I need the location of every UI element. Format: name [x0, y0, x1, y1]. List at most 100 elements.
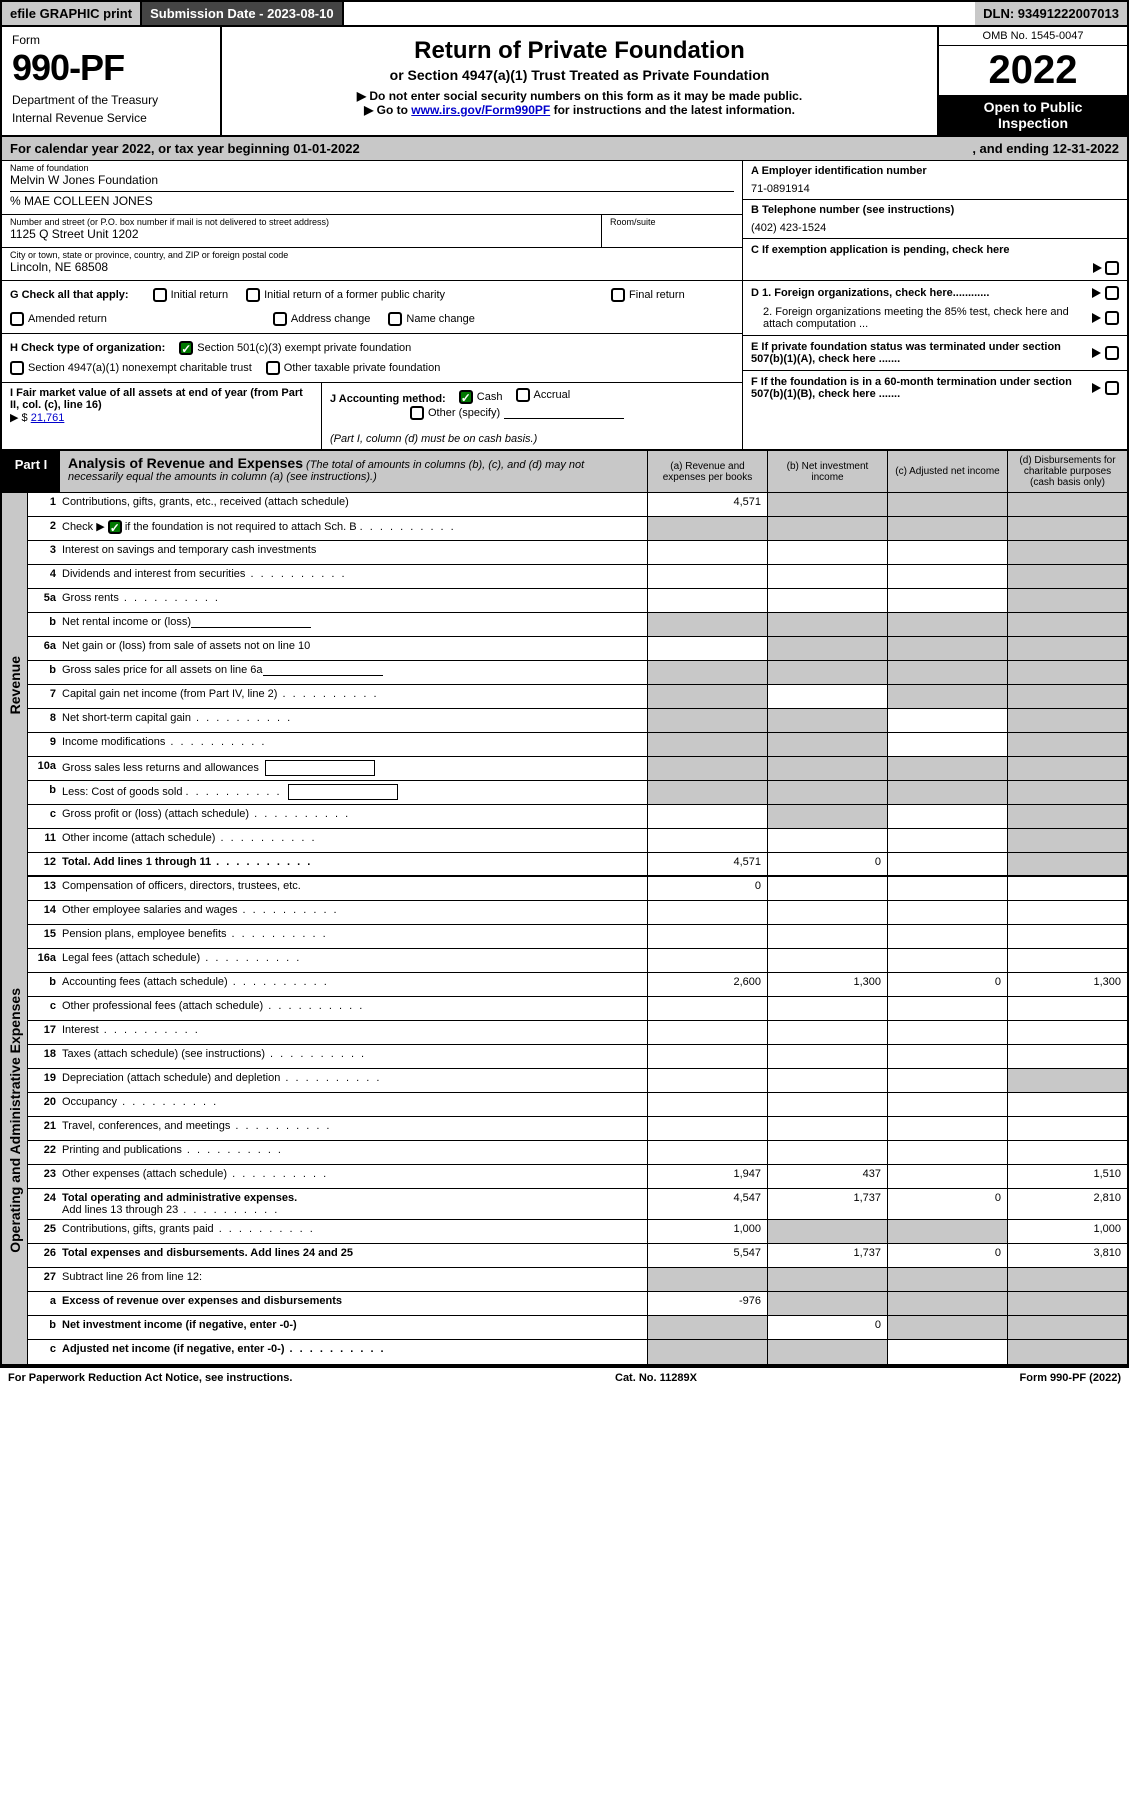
- l26-c: 0: [887, 1244, 1007, 1267]
- city-label: City or town, state or province, country…: [10, 250, 734, 260]
- i-prefix: ▶ $: [10, 412, 31, 424]
- l27b-b: 0: [767, 1316, 887, 1339]
- l22-a: [647, 1141, 767, 1164]
- care-of: % MAE COLLEEN JONES: [10, 191, 734, 208]
- l13-d: [1007, 877, 1127, 900]
- ij-row: I Fair market value of all assets at end…: [2, 382, 742, 449]
- l27a-d: [1007, 1292, 1127, 1315]
- l10a-desc: Gross sales less returns and allowances: [60, 757, 647, 780]
- j-cash-checkbox[interactable]: [459, 390, 473, 404]
- l2-checkbox[interactable]: [108, 520, 122, 534]
- l16b-c: 0: [887, 973, 1007, 996]
- ghij-left: G Check all that apply: Initial return I…: [2, 281, 742, 449]
- triangle-icon: [1092, 383, 1101, 393]
- line-10a: 10aGross sales less returns and allowanc…: [28, 757, 1127, 781]
- l3-d: [1007, 541, 1127, 564]
- l27-desc: Subtract line 26 from line 12:: [60, 1268, 647, 1291]
- line-14: 14Other employee salaries and wages: [28, 901, 1127, 925]
- l10b-c: [887, 781, 1007, 804]
- l25-desc: Contributions, gifts, grants paid: [60, 1220, 647, 1243]
- l9-d: [1007, 733, 1127, 756]
- l27b-desc: Net investment income (if negative, ente…: [60, 1316, 647, 1339]
- l10a-text: Gross sales less returns and allowances: [62, 762, 259, 774]
- l10b-b: [767, 781, 887, 804]
- g-initial-return-checkbox[interactable]: [153, 288, 167, 302]
- c-checkbox[interactable]: [1105, 261, 1119, 275]
- f-checkbox[interactable]: [1105, 381, 1119, 395]
- form-number: 990-PF: [12, 47, 210, 89]
- l10c-desc: Gross profit or (loss) (attach schedule): [60, 805, 647, 828]
- omb-number: OMB No. 1545-0047: [939, 27, 1127, 46]
- l12-a: 4,571: [647, 853, 767, 875]
- l13-c: [887, 877, 1007, 900]
- open-line1: Open to Public: [984, 99, 1083, 115]
- l27c-b: [767, 1340, 887, 1364]
- l12-d: [1007, 853, 1127, 875]
- l27c-d: [1007, 1340, 1127, 1364]
- fmv-value[interactable]: 21,761: [31, 412, 65, 424]
- h-501c3-checkbox[interactable]: [179, 341, 193, 355]
- revenue-body: 1Contributions, gifts, grants, etc., rec…: [28, 493, 1127, 877]
- l10c-d: [1007, 805, 1127, 828]
- l22-desc: Printing and publications: [60, 1141, 647, 1164]
- l5b-fill: [191, 616, 311, 628]
- l10a-b: [767, 757, 887, 780]
- j-other-checkbox[interactable]: [410, 406, 424, 420]
- g-final-return-checkbox[interactable]: [611, 288, 625, 302]
- l19-d: [1007, 1069, 1127, 1092]
- l16b-desc: Accounting fees (attach schedule): [60, 973, 647, 996]
- irs-link[interactable]: www.irs.gov/Form990PF: [411, 103, 550, 117]
- j-accrual: Accrual: [534, 389, 571, 401]
- l22-c: [887, 1141, 1007, 1164]
- header-right: OMB No. 1545-0047 2022 Open to Public In…: [937, 27, 1127, 135]
- l27c-desc: Adjusted net income (if negative, enter …: [60, 1340, 647, 1364]
- l27c-a: [647, 1340, 767, 1364]
- form-title: Return of Private Foundation: [242, 37, 917, 65]
- form-subtitle: or Section 4947(a)(1) Trust Treated as P…: [242, 67, 917, 83]
- l26-b: 1,737: [767, 1244, 887, 1267]
- e-checkbox[interactable]: [1105, 346, 1119, 360]
- h-opt3: Other taxable private foundation: [284, 362, 441, 374]
- l10c-b: [767, 805, 887, 828]
- l6a-c: [887, 637, 1007, 660]
- e-cell: E If private foundation status was termi…: [743, 336, 1127, 371]
- l6a-b: [767, 637, 887, 660]
- line-19: 19Depreciation (attach schedule) and dep…: [28, 1069, 1127, 1093]
- l5a-a: [647, 589, 767, 612]
- d2-checkbox[interactable]: [1105, 311, 1119, 325]
- line-10c: cGross profit or (loss) (attach schedule…: [28, 805, 1127, 829]
- l6b-desc: Gross sales price for all assets on line…: [60, 661, 647, 684]
- g-former-charity-checkbox[interactable]: [246, 288, 260, 302]
- l26-desc: Total expenses and disbursements. Add li…: [60, 1244, 647, 1267]
- form-container: efile GRAPHIC print Submission Date - 20…: [0, 0, 1129, 1368]
- line-23: 23Other expenses (attach schedule)1,9474…: [28, 1165, 1127, 1189]
- l6a-desc: Net gain or (loss) from sale of assets n…: [60, 637, 647, 660]
- h-4947-checkbox[interactable]: [10, 361, 24, 375]
- g-amended-checkbox[interactable]: [10, 312, 24, 326]
- l27b-a: [647, 1316, 767, 1339]
- j-accrual-checkbox[interactable]: [516, 388, 530, 402]
- footer-mid: Cat. No. 11289X: [615, 1372, 697, 1384]
- d1-checkbox[interactable]: [1105, 286, 1119, 300]
- l1-c: [887, 493, 1007, 516]
- l16c-c: [887, 997, 1007, 1020]
- l3-c: [887, 541, 1007, 564]
- l17-a: [647, 1021, 767, 1044]
- c-label: C If exemption application is pending, c…: [751, 244, 1010, 256]
- g-address-change-checkbox[interactable]: [273, 312, 287, 326]
- l6b-a: [647, 661, 767, 684]
- l10b-a: [647, 781, 767, 804]
- line-3: 3Interest on savings and temporary cash …: [28, 541, 1127, 565]
- line-16a: 16aLegal fees (attach schedule): [28, 949, 1127, 973]
- h-other-checkbox[interactable]: [266, 361, 280, 375]
- footer-left: For Paperwork Reduction Act Notice, see …: [8, 1372, 292, 1384]
- city-row: City or town, state or province, country…: [2, 248, 742, 280]
- l1-a: 4,571: [647, 493, 767, 516]
- g-name-change-checkbox[interactable]: [388, 312, 402, 326]
- ein-cell: A Employer identification number 71-0891…: [743, 161, 1127, 200]
- l5a-b: [767, 589, 887, 612]
- l19-b: [767, 1069, 887, 1092]
- l3-a: [647, 541, 767, 564]
- l24-text1: Total operating and administrative expen…: [62, 1192, 297, 1204]
- l2-desc: Check ▶ if the foundation is not require…: [60, 517, 647, 540]
